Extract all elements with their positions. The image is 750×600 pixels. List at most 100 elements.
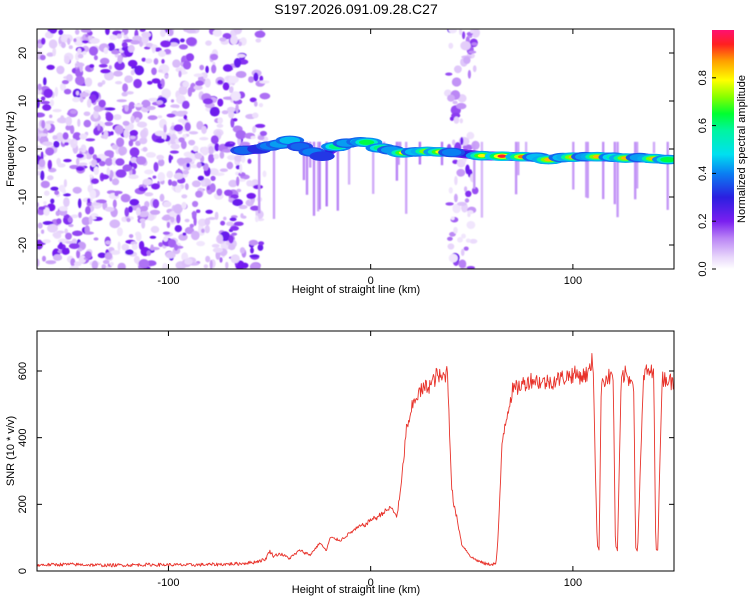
spectral-noise-blob	[168, 42, 179, 47]
spectral-noise-blob	[170, 99, 175, 103]
spectral-noise-blob	[170, 104, 180, 108]
spectral-noise-blob	[248, 239, 259, 246]
spectral-noise-blob	[139, 137, 148, 145]
spectral-noise-blob	[41, 229, 45, 234]
spectral-noise-blob	[153, 58, 159, 65]
spectral-noise-blob	[196, 162, 202, 169]
spectral-noise-blob	[458, 259, 467, 269]
spectral-noise-blob	[214, 211, 219, 220]
spectral-noise-blob	[117, 262, 126, 269]
spectral-noise-blob	[162, 262, 168, 269]
spectral-noise-blob	[104, 121, 114, 126]
spectral-noise-blob	[153, 162, 159, 172]
spectral-noise-blob	[76, 157, 80, 166]
spectral-noise-blob	[104, 252, 113, 260]
spectral-noise-blob	[70, 109, 77, 114]
spectral-noise-blob	[64, 142, 69, 146]
spectral-noise-blob	[174, 184, 182, 193]
spectral-noise-blob	[135, 207, 141, 216]
spectral-noise-blob	[459, 29, 463, 36]
y-tick-label: 200	[17, 495, 29, 513]
spectral-noise-blob	[40, 100, 51, 105]
spectral-noise-blob	[230, 91, 241, 102]
spectral-noise-blob	[193, 216, 197, 227]
spectral-noise-blob	[129, 198, 140, 206]
spectral-noise-blob	[192, 145, 199, 152]
spectral-noise-blob	[209, 259, 213, 269]
spectral-noise-blob	[238, 204, 248, 210]
spectral-noise-blob	[88, 215, 93, 225]
spectral-noise-blob	[37, 233, 41, 238]
spectral-noise-blob	[114, 60, 125, 71]
spectral-noise-blob	[93, 166, 100, 176]
spectral-noise-blob	[202, 98, 214, 105]
spectral-noise-blob	[450, 216, 455, 221]
spectral-noise-blob	[163, 201, 172, 208]
spectral-noise-blob	[77, 48, 82, 54]
spectral-noise-blob	[68, 45, 73, 50]
spectral-noise-blob	[116, 137, 125, 148]
spectral-noise-blob	[178, 137, 185, 143]
spectral-noise-blob	[465, 238, 471, 243]
spectral-noise-blob	[147, 80, 153, 85]
spectral-noise-blob	[205, 40, 212, 46]
spectral-noise-blob	[461, 233, 466, 239]
spectral-noise-blob	[178, 44, 188, 50]
spectral-noise-blob	[59, 83, 67, 91]
signal-peak	[359, 139, 375, 145]
spectral-noise-blob	[205, 65, 209, 74]
spectral-noise-blob	[189, 223, 194, 228]
spectral-noise-blob	[165, 251, 176, 259]
spectral-noise-blob	[217, 79, 224, 85]
snr-y-axis: 0 200 400 600	[17, 362, 674, 574]
spectral-noise-blob	[148, 213, 155, 221]
spectral-noise-blob	[184, 122, 191, 132]
chart-title: S197.2026.091.09.28.C27	[274, 1, 438, 17]
spectral-noise-blob	[56, 218, 62, 225]
spectral-noise-blob	[38, 158, 46, 168]
spectral-noise-blob	[216, 123, 224, 128]
spectral-noise-blob	[205, 209, 213, 214]
spectral-noise-blob	[471, 42, 478, 46]
spectral-noise-blob	[124, 75, 133, 83]
spectral-noise-blob	[182, 170, 189, 175]
spectral-noise-blob	[121, 243, 130, 251]
snr-panel: -100 0 100 0 200 400 600 Height of straight l…	[5, 330, 675, 596]
spectral-noise-blob	[77, 241, 86, 251]
spectral-noise-blob	[254, 101, 258, 107]
colorbar-label: Normalized spectral amplitude	[736, 75, 748, 223]
spectral-noise-blob	[124, 104, 129, 112]
spectral-noise-blob	[468, 50, 477, 54]
spectral-noise-blob	[78, 162, 88, 166]
spectral-noise-blob	[77, 53, 84, 59]
spectral-noise-blob	[67, 37, 71, 45]
spectral-noise-blob	[228, 86, 234, 94]
spectral-streak	[616, 141, 619, 218]
spectral-noise-blob	[135, 232, 142, 242]
spectral-noise-blob	[149, 246, 160, 251]
spectral-noise-blob	[222, 33, 232, 40]
spectral-streak	[302, 141, 306, 181]
spectral-noise-blob	[73, 38, 77, 43]
y-tick-label: -20	[17, 237, 29, 253]
spectral-noise-blob	[86, 98, 92, 108]
spectral-streak	[318, 141, 321, 210]
colorbar-tick-label: 0.6	[697, 118, 709, 133]
spectral-noise-blob	[37, 134, 40, 142]
spectral-noise-blob	[72, 230, 83, 237]
spectral-noise-blob	[48, 39, 58, 49]
spectral-noise-blob	[158, 50, 166, 57]
spectral-noise-blob	[217, 117, 223, 124]
spectral-noise-blob	[176, 157, 186, 165]
spectral-noise-blob	[139, 29, 146, 32]
spectral-noise-blob	[224, 143, 235, 148]
spectral-noise-blob	[219, 37, 227, 42]
spectral-streak	[613, 141, 616, 205]
spectral-noise-blob	[467, 69, 471, 79]
spectral-noise-blob	[130, 115, 135, 124]
spectral-noise-blob	[38, 206, 46, 210]
spectral-noise-blob	[233, 221, 244, 226]
spectral-noise-blob	[448, 42, 454, 49]
spectral-noise-blob	[164, 74, 169, 79]
spectral-noise-blob	[44, 190, 50, 196]
